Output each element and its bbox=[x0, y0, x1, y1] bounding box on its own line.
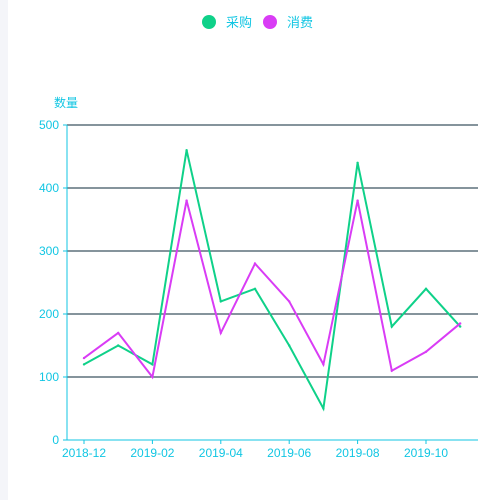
series-line-1[interactable] bbox=[83, 149, 461, 412]
y-tick-label: 0 bbox=[52, 433, 59, 447]
data-point[interactable] bbox=[82, 356, 86, 360]
data-point[interactable] bbox=[356, 161, 359, 164]
data-point[interactable] bbox=[117, 344, 120, 347]
series-line-2[interactable] bbox=[83, 200, 461, 380]
y-tick-label: 400 bbox=[39, 181, 59, 195]
data-point[interactable] bbox=[356, 199, 359, 202]
x-tick-label: 2019-10 bbox=[404, 446, 448, 460]
data-point[interactable] bbox=[390, 369, 393, 372]
data-point[interactable] bbox=[185, 199, 188, 202]
legend-label[interactable]: 采购 bbox=[226, 15, 252, 30]
chart-legend: 采购 消费 bbox=[202, 15, 313, 30]
data-point[interactable] bbox=[219, 331, 222, 335]
data-point[interactable] bbox=[185, 149, 188, 152]
data-point[interactable] bbox=[219, 300, 222, 303]
data-point[interactable] bbox=[424, 287, 428, 290]
x-tick-label: 2019-08 bbox=[336, 446, 380, 460]
data-point[interactable] bbox=[459, 325, 462, 328]
y-tick-label: 200 bbox=[39, 307, 59, 321]
axes: 2018-12 2019-02 2019-04 2019-06 2019-08 2019-… bbox=[62, 124, 478, 460]
data-point[interactable] bbox=[151, 363, 154, 366]
data-point[interactable] bbox=[151, 375, 154, 379]
legend-swatch[interactable] bbox=[263, 15, 277, 29]
data-point[interactable] bbox=[288, 344, 291, 347]
data-point[interactable] bbox=[322, 363, 325, 366]
data-point[interactable] bbox=[117, 331, 120, 335]
x-tick-label: 2018-12 bbox=[62, 446, 106, 460]
data-point[interactable] bbox=[424, 350, 428, 353]
data-point[interactable] bbox=[322, 407, 325, 410]
data-point[interactable] bbox=[459, 322, 462, 325]
y-tick-label: 500 bbox=[39, 118, 59, 132]
data-point[interactable] bbox=[82, 363, 86, 366]
x-tick-label: 2019-04 bbox=[199, 446, 243, 460]
series-lines bbox=[82, 149, 462, 412]
legend-label[interactable]: 消费 bbox=[287, 15, 313, 30]
x-tick-label: 2019-06 bbox=[267, 446, 311, 460]
data-point[interactable] bbox=[253, 262, 257, 265]
legend-swatch[interactable] bbox=[202, 15, 216, 29]
x-tick-label: 2019-02 bbox=[130, 446, 174, 460]
y-axis-label: 数量 bbox=[54, 95, 78, 110]
data-point[interactable] bbox=[288, 300, 291, 303]
grid-lines: 0 100 200 300 400 500 bbox=[39, 118, 478, 447]
data-point[interactable] bbox=[390, 325, 393, 328]
y-tick-label: 100 bbox=[39, 370, 59, 384]
data-point[interactable] bbox=[253, 287, 257, 290]
y-tick-label: 300 bbox=[39, 244, 59, 258]
chart-panel bbox=[8, 0, 500, 500]
